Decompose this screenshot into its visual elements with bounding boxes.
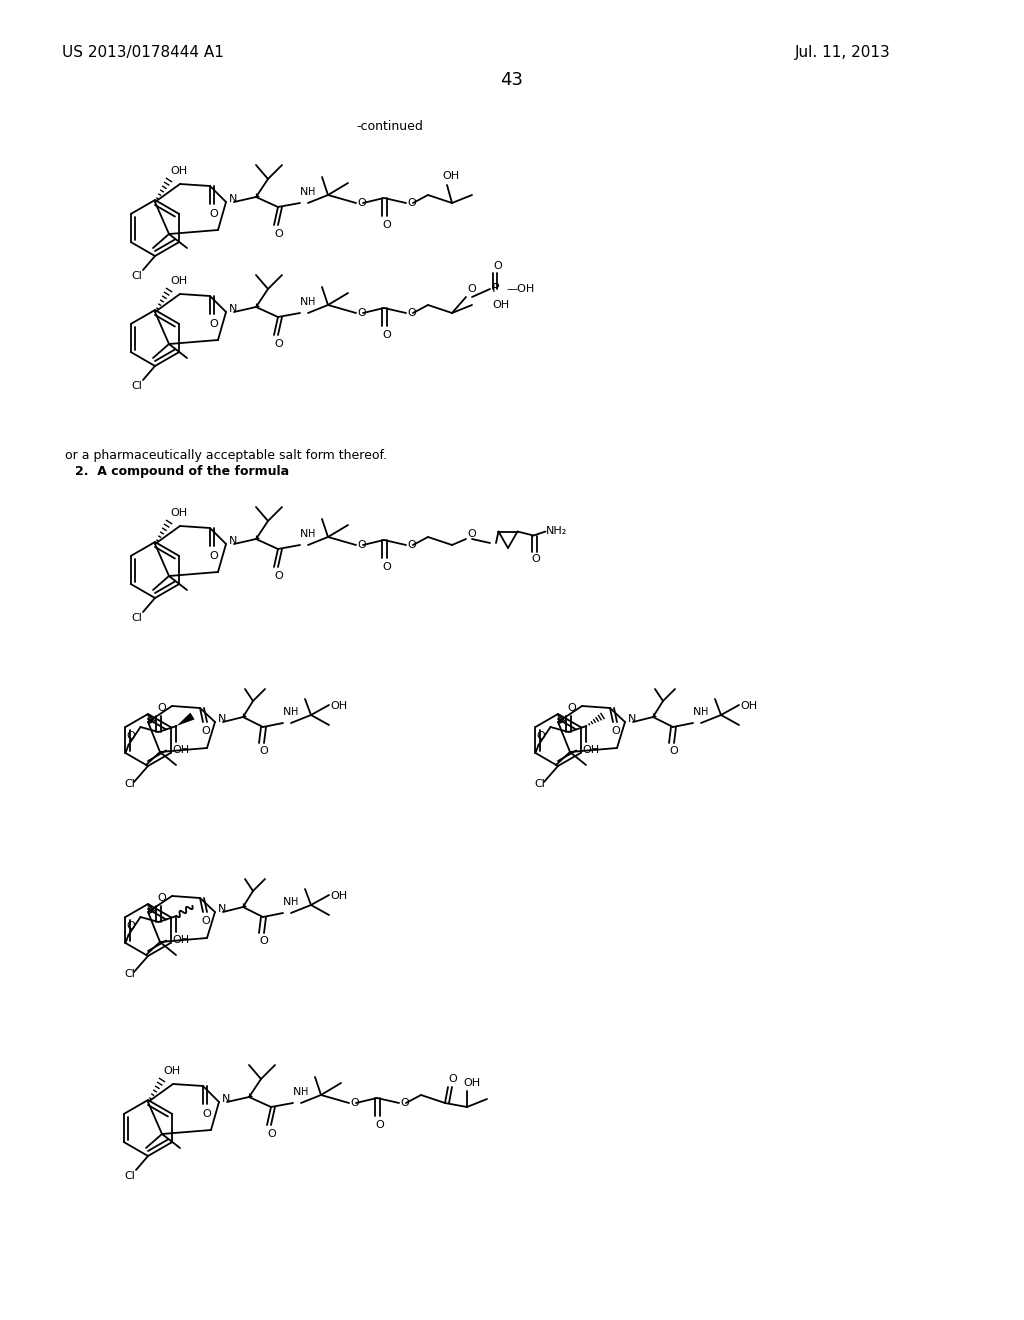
Text: O: O xyxy=(537,731,545,741)
Text: H: H xyxy=(301,1086,308,1097)
Text: H: H xyxy=(291,708,298,717)
Text: OH: OH xyxy=(163,1067,180,1076)
Text: or a pharmaceutically acceptable salt form thereof.: or a pharmaceutically acceptable salt fo… xyxy=(65,449,387,462)
Text: O: O xyxy=(493,261,502,271)
Text: O: O xyxy=(407,308,416,318)
Text: Cl: Cl xyxy=(124,1171,135,1181)
Text: OH: OH xyxy=(170,166,187,176)
Text: O: O xyxy=(201,726,210,737)
Text: N: N xyxy=(628,714,636,723)
Text: N: N xyxy=(693,708,701,717)
Text: O: O xyxy=(669,746,678,756)
Text: O: O xyxy=(209,209,218,219)
Text: O: O xyxy=(158,894,166,903)
Text: Cl: Cl xyxy=(124,779,135,789)
Text: NH₂: NH₂ xyxy=(546,527,566,536)
Text: —OH: —OH xyxy=(506,284,535,294)
Text: O: O xyxy=(209,319,218,329)
Text: Jul. 11, 2013: Jul. 11, 2013 xyxy=(795,45,891,59)
Text: 2.  A compound of the formula: 2. A compound of the formula xyxy=(75,466,289,479)
Text: H: H xyxy=(308,187,315,197)
Text: OH: OH xyxy=(463,1078,480,1088)
Text: O: O xyxy=(357,540,366,550)
Text: O: O xyxy=(274,339,283,348)
Text: O: O xyxy=(357,308,366,318)
Text: OH: OH xyxy=(583,744,600,755)
Text: H: H xyxy=(308,529,315,539)
Text: O: O xyxy=(267,1129,275,1139)
Text: O: O xyxy=(611,726,620,737)
Text: OH: OH xyxy=(442,172,459,181)
Text: O: O xyxy=(407,540,416,550)
Text: O: O xyxy=(158,704,166,713)
Text: O: O xyxy=(382,562,391,572)
Text: OH: OH xyxy=(172,744,189,755)
Text: N: N xyxy=(222,1094,230,1104)
Polygon shape xyxy=(249,1093,253,1097)
Text: N: N xyxy=(229,536,238,546)
Text: O: O xyxy=(209,550,218,561)
Text: O: O xyxy=(382,330,391,341)
Text: OH: OH xyxy=(740,701,757,711)
Polygon shape xyxy=(256,193,260,197)
Text: N: N xyxy=(229,194,238,205)
Text: O: O xyxy=(407,198,416,209)
Text: O: O xyxy=(201,916,210,927)
Text: H: H xyxy=(701,708,709,717)
Text: O: O xyxy=(449,1074,457,1084)
Text: O: O xyxy=(259,746,267,756)
Text: OH: OH xyxy=(492,300,509,310)
Text: O: O xyxy=(467,529,476,539)
Text: O: O xyxy=(531,554,541,565)
Text: H: H xyxy=(308,297,315,308)
Polygon shape xyxy=(256,302,260,308)
Text: O: O xyxy=(567,704,577,713)
Text: OH: OH xyxy=(170,276,187,286)
Text: O: O xyxy=(375,1119,384,1130)
Text: OH: OH xyxy=(170,508,187,517)
Text: N: N xyxy=(218,904,226,913)
Text: OH: OH xyxy=(172,935,189,945)
Text: Cl: Cl xyxy=(534,779,545,789)
Text: H: H xyxy=(291,898,298,907)
Text: O: O xyxy=(259,936,267,946)
Text: N: N xyxy=(293,1086,301,1097)
Text: O: O xyxy=(400,1098,409,1107)
Text: US 2013/0178444 A1: US 2013/0178444 A1 xyxy=(62,45,224,59)
Text: Cl: Cl xyxy=(131,271,142,281)
Polygon shape xyxy=(243,713,247,717)
Text: O: O xyxy=(202,1109,211,1119)
Text: N: N xyxy=(283,898,292,907)
Polygon shape xyxy=(653,713,657,717)
Text: O: O xyxy=(350,1098,358,1107)
Text: O: O xyxy=(274,228,283,239)
Text: OH: OH xyxy=(330,891,347,902)
Text: Cl: Cl xyxy=(131,381,142,391)
Text: Cl: Cl xyxy=(131,612,142,623)
Polygon shape xyxy=(243,903,247,907)
Text: O: O xyxy=(127,731,135,741)
Text: P: P xyxy=(492,282,500,296)
Text: O: O xyxy=(274,572,283,581)
Text: -continued: -continued xyxy=(356,120,424,133)
Text: N: N xyxy=(218,714,226,723)
Text: OH: OH xyxy=(330,701,347,711)
Text: N: N xyxy=(283,708,292,717)
Text: N: N xyxy=(300,187,308,197)
Text: O: O xyxy=(357,198,366,209)
Text: Cl: Cl xyxy=(124,969,135,979)
Text: N: N xyxy=(300,529,308,539)
Polygon shape xyxy=(176,713,195,726)
Text: N: N xyxy=(300,297,308,308)
Polygon shape xyxy=(256,535,260,539)
Text: 43: 43 xyxy=(501,71,523,88)
Text: O: O xyxy=(467,284,476,294)
Text: N: N xyxy=(229,304,238,314)
Text: O: O xyxy=(127,921,135,931)
Text: O: O xyxy=(382,220,391,230)
